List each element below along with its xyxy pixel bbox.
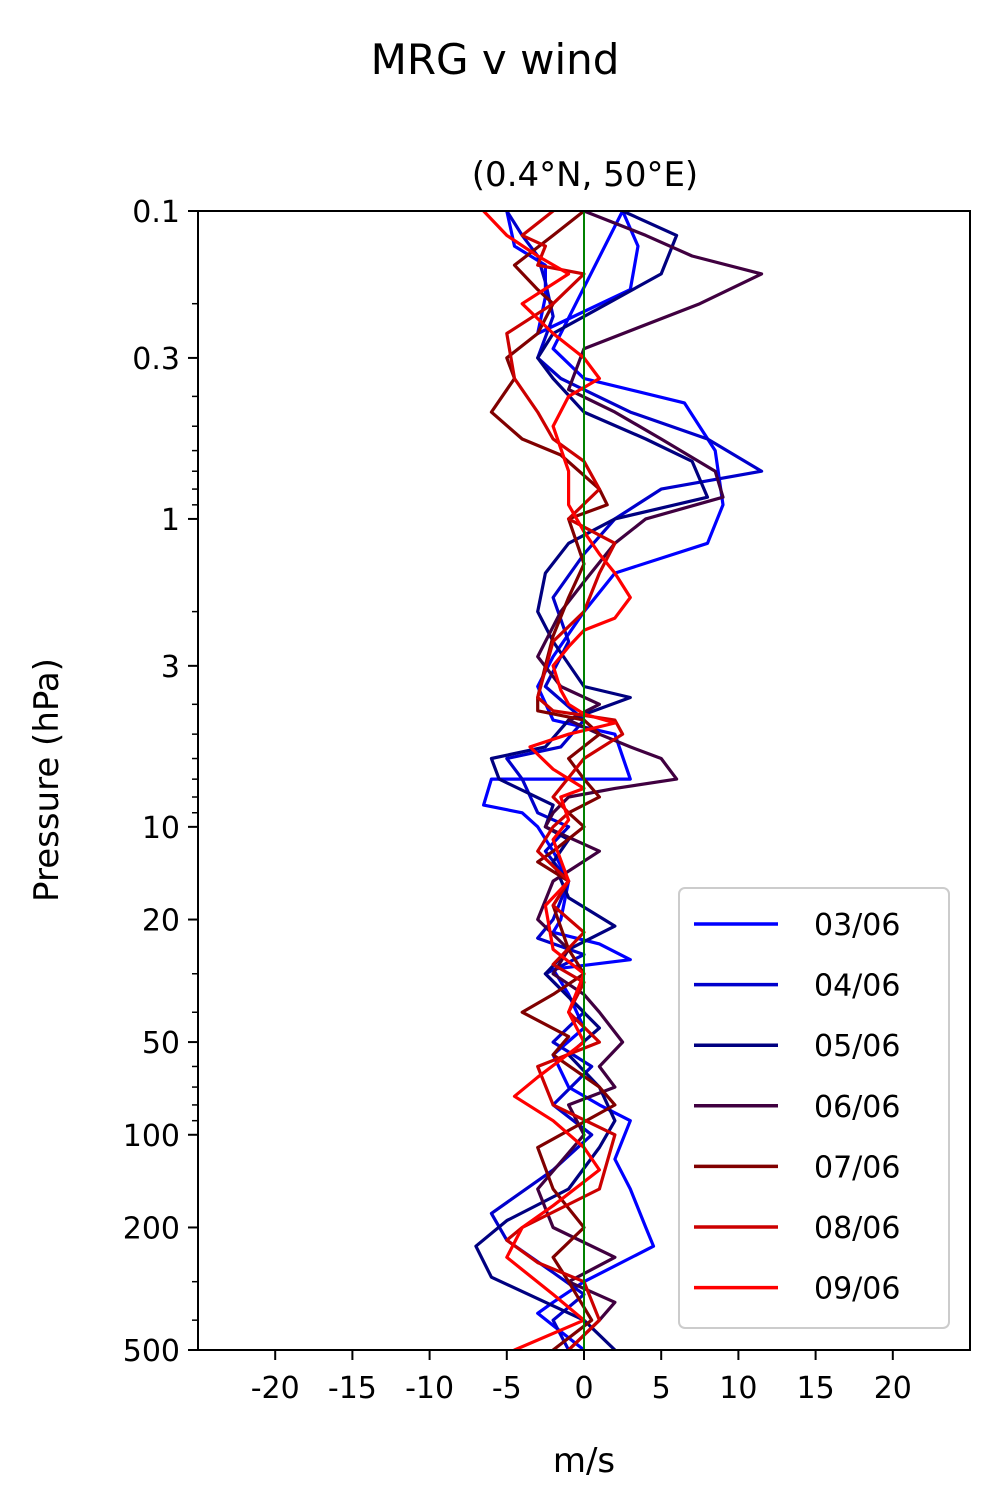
legend: 03/06 04/06 05/06 06/06 07/06 08/06 09/06 — [678, 887, 950, 1329]
y-tick-label: 0.3 — [132, 342, 180, 377]
legend-box — [678, 887, 950, 1329]
series-line-06-06 — [536, 211, 764, 1350]
y-tick-label: 500 — [123, 1334, 180, 1369]
y-tick-label: 50 — [142, 1026, 180, 1061]
legend-label: 03/06 — [814, 908, 900, 943]
series-line-09-06 — [482, 211, 632, 1350]
x-tick-label: -15 — [328, 1371, 377, 1406]
x-tick-label: 5 — [652, 1371, 671, 1406]
plot-area — [474, 211, 764, 1350]
chart-title: MRG v wind — [371, 35, 620, 84]
series-group — [474, 211, 764, 1350]
series-line-04-06 — [489, 211, 764, 1350]
legend-label: 08/06 — [814, 1211, 900, 1246]
chart-subtitle: (0.4°N, 50°E) — [472, 155, 698, 195]
y-tick-label: 0.1 — [132, 195, 180, 230]
y-tick-label: 20 — [142, 904, 180, 939]
legend-label: 06/06 — [814, 1090, 900, 1125]
legend-label: 05/06 — [814, 1029, 900, 1064]
x-axis-label: m/s — [553, 1441, 615, 1481]
legend-label: 09/06 — [814, 1272, 900, 1307]
y-tick-label: 100 — [123, 1119, 180, 1154]
y-axis-label: Pressure (hPa) — [27, 658, 67, 902]
x-tick-label: 20 — [874, 1371, 912, 1406]
legend-label: 04/06 — [814, 969, 900, 1004]
y-tick-label: 10 — [142, 811, 180, 846]
x-tick-label: -10 — [405, 1371, 454, 1406]
y-tick-label: 1 — [161, 503, 180, 538]
x-tick-label: 0 — [574, 1371, 593, 1406]
x-tick-label: -20 — [251, 1371, 300, 1406]
legend-label: 07/06 — [814, 1150, 900, 1185]
x-axis: -20 -15 -10 -5 0 5 10 15 20 — [251, 1350, 912, 1406]
y-axis: 0.1 0.3 1 3 10 20 50 100 200 500 — [123, 195, 198, 1369]
x-tick-label: -5 — [492, 1371, 522, 1406]
y-tick-label: 3 — [161, 650, 180, 685]
series-line-05-06 — [474, 211, 710, 1350]
x-tick-label: 15 — [797, 1371, 835, 1406]
series-line-03-06 — [482, 211, 725, 1350]
y-tick-label: 200 — [123, 1211, 180, 1246]
x-tick-label: 10 — [719, 1371, 757, 1406]
